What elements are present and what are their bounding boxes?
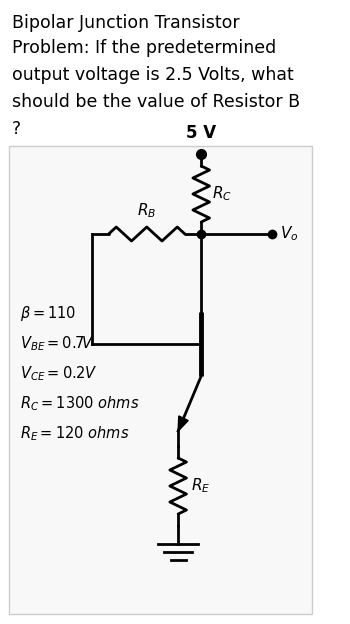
Text: should be the value of Resistor B: should be the value of Resistor B [12,93,300,111]
Text: $R_E$: $R_E$ [191,477,210,495]
Text: 5 V: 5 V [186,124,216,142]
Text: ?: ? [12,120,21,138]
Text: $R_B$: $R_B$ [137,202,156,220]
Text: Problem: If the predetermined: Problem: If the predetermined [12,39,276,57]
Text: $R_E = 120\ ohms$: $R_E = 120\ ohms$ [20,424,130,442]
Text: $\beta = 110$: $\beta = 110$ [20,304,77,323]
FancyBboxPatch shape [9,146,312,614]
Text: $V_o$: $V_o$ [280,225,298,243]
Polygon shape [178,416,188,431]
Text: output voltage is 2.5 Volts, what: output voltage is 2.5 Volts, what [12,66,294,84]
Text: $R_C$: $R_C$ [212,185,232,203]
Text: $V_{CE} = 0.2V$: $V_{CE} = 0.2V$ [20,364,98,383]
Text: Bipolar Junction Transistor: Bipolar Junction Transistor [12,14,240,32]
Text: $R_C = 1300\ ohms$: $R_C = 1300\ ohms$ [20,394,140,412]
Text: $V_{BE} = 0.7V$: $V_{BE} = 0.7V$ [20,334,95,353]
